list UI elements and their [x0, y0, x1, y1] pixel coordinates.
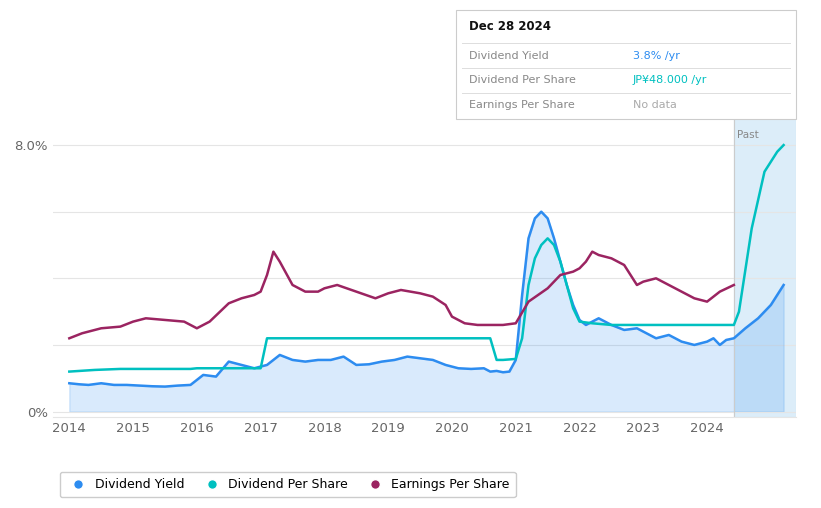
Text: No data: No data [633, 100, 677, 110]
FancyBboxPatch shape [456, 10, 796, 119]
Text: Dividend Per Share: Dividend Per Share [470, 75, 576, 85]
Bar [734, 112, 796, 417]
Legend: Dividend Yield, Dividend Per Share, Earnings Per Share: Dividend Yield, Dividend Per Share, Earn… [60, 472, 516, 497]
Text: Earnings Per Share: Earnings Per Share [470, 100, 575, 110]
Text: JP¥48.000 /yr: JP¥48.000 /yr [633, 75, 707, 85]
Text: Dec 28 2024: Dec 28 2024 [470, 20, 551, 33]
Text: Dividend Yield: Dividend Yield [470, 51, 549, 61]
Text: 3.8% /yr: 3.8% /yr [633, 51, 680, 61]
Text: Past: Past [737, 130, 759, 140]
